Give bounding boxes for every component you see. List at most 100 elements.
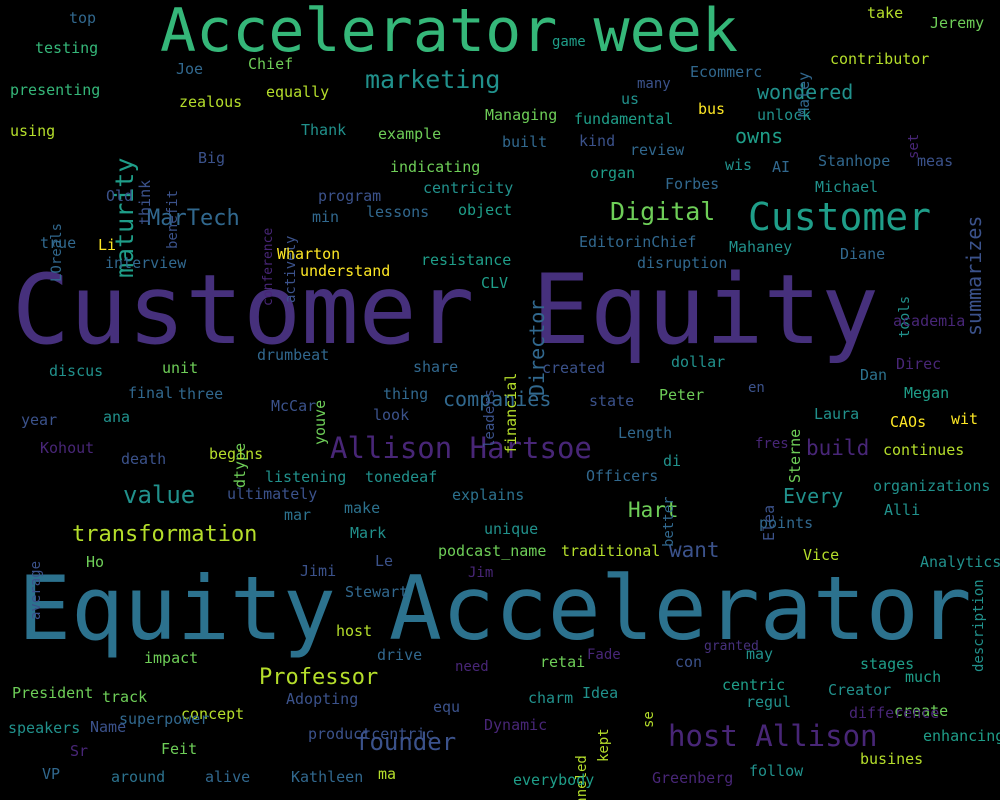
word-want: want — [669, 538, 720, 562]
word-built: built — [502, 133, 548, 151]
word-share: share — [413, 358, 459, 376]
word-alli: Alli — [884, 501, 921, 519]
word-big: Big — [198, 149, 226, 167]
word-mark: Mark — [350, 524, 387, 542]
word-president: President — [12, 684, 94, 702]
word-zealous: zealous — [179, 93, 243, 111]
word-caos: CAOs — [890, 413, 927, 431]
word-retai: retai — [540, 653, 586, 671]
word-ai: AI — [772, 158, 791, 176]
word-dan: Dan — [860, 366, 888, 384]
word-game: game — [552, 34, 586, 50]
word-follow: follow — [749, 762, 804, 780]
word-professor: Professor — [259, 665, 379, 690]
word-allison-hartsoe: Allison Hartsoe — [330, 431, 592, 465]
word-final: final — [128, 384, 174, 402]
word-idea: Idea — [582, 684, 619, 702]
word-analytics: Analytics — [920, 553, 1000, 571]
word-vice: Vice — [803, 546, 840, 564]
word-impact: impact — [144, 649, 199, 667]
word-ho: Ho — [86, 553, 105, 571]
word-granted: granted — [704, 639, 759, 654]
word-regul: regul — [746, 693, 792, 711]
word-megan: Megan — [904, 384, 950, 402]
word-leaders: leaders — [482, 388, 498, 448]
word-superpower: superpower — [119, 710, 210, 728]
word-kept: kept — [596, 727, 612, 762]
word-stages: stages — [860, 655, 915, 673]
word-wharton: Wharton — [277, 245, 341, 263]
word-feit: Feit — [161, 740, 198, 758]
word-create: create — [894, 702, 949, 720]
word-organ: organ — [590, 164, 636, 182]
word-centricity: centricity — [423, 179, 514, 197]
word-true: true — [40, 234, 77, 252]
word-forbes: Forbes — [665, 175, 720, 193]
word-jeremy: Jeremy — [930, 14, 985, 32]
word-se: se — [641, 710, 657, 728]
word-creator: Creator — [828, 681, 892, 699]
word-li: Li — [98, 236, 117, 254]
word-contributor: contributor — [830, 50, 930, 68]
word-unlock: unlock — [757, 106, 812, 124]
word-le: Le — [375, 552, 394, 570]
word-lessons: lessons — [366, 203, 430, 221]
word-jim: Jim — [468, 565, 494, 581]
word-martech: MarTech — [147, 206, 240, 231]
word-equ: equ — [433, 698, 461, 716]
word-death: death — [121, 450, 167, 468]
word-year: year — [21, 411, 58, 429]
word-begins: begins — [209, 445, 264, 463]
word-officers: Officers — [586, 467, 659, 485]
word-academia: academia — [893, 312, 966, 330]
word-laura: Laura — [814, 405, 860, 423]
word-review: review — [630, 141, 685, 159]
word-indicating: indicating — [390, 158, 481, 176]
word-much: much — [905, 668, 942, 686]
word-sterne: Sterne — [786, 428, 804, 483]
word-customer: Customer — [748, 195, 932, 239]
word-stewart: Stewart — [345, 583, 409, 601]
word-look: look — [373, 406, 410, 424]
word-podcast-name: podcast_name — [438, 542, 547, 560]
word-value: value — [123, 481, 196, 509]
word-conference: conference — [261, 227, 276, 306]
word-around: around — [111, 768, 166, 786]
word-top: top — [69, 9, 97, 27]
word-resistance: resistance — [421, 251, 512, 269]
word-fundamental: fundamental — [574, 110, 674, 128]
word-kind: kind — [579, 132, 616, 150]
word-every: Every — [783, 484, 844, 508]
word-need: need — [455, 659, 489, 675]
word-drumbeat: drumbeat — [257, 346, 330, 364]
word-bus: bus — [698, 100, 726, 118]
word-track: track — [102, 688, 148, 706]
word-centric: centric — [722, 676, 786, 694]
word-di: di — [663, 452, 682, 470]
word-old: Old — [106, 187, 134, 205]
word-created: created — [542, 359, 606, 377]
word-productcentric: productcentric — [308, 725, 435, 743]
word-mar: mar — [284, 506, 312, 524]
word-equity-accelerator: Equity Accelerator — [18, 557, 972, 660]
word-wondered: wondered — [757, 80, 854, 104]
word-interview: interview — [105, 254, 187, 272]
word-greenberg: Greenberg — [652, 769, 734, 787]
word-better: better — [661, 496, 677, 548]
word-name: Name — [90, 718, 127, 736]
word-companies: companies — [443, 387, 552, 411]
word-continues: continues — [883, 441, 965, 459]
word-build: build — [806, 436, 870, 460]
word-sr: Sr — [70, 742, 89, 760]
word-description: description — [971, 579, 987, 673]
word-difference: difference — [849, 704, 940, 722]
word-summarizes: summarizes — [962, 215, 986, 336]
word-everybody: everybody — [513, 771, 595, 789]
word-founder: founder — [355, 728, 457, 756]
word-discus: discus — [49, 362, 104, 380]
word-disruption: disruption — [637, 254, 728, 272]
word-traditional: traditional — [561, 542, 661, 560]
word-points: points — [759, 514, 814, 532]
word-may: may — [746, 645, 774, 663]
